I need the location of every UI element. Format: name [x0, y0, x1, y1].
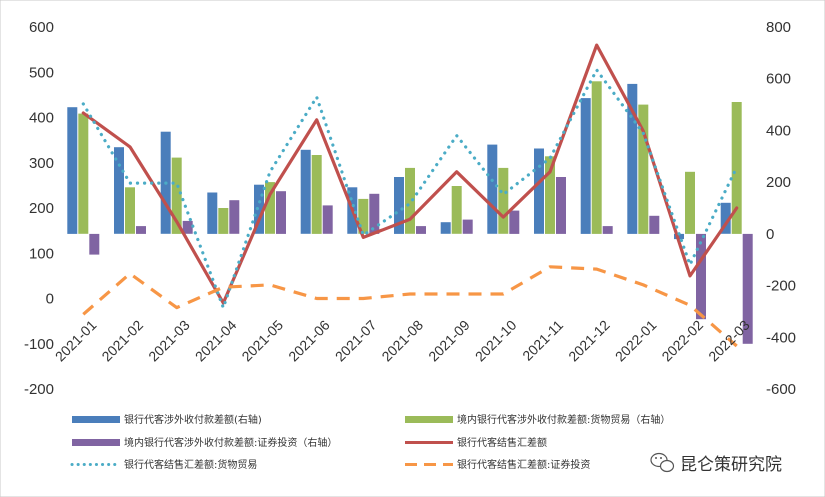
bar [322, 205, 333, 234]
bar [462, 219, 473, 234]
bar [534, 148, 544, 234]
left-tick-label: -100 [24, 336, 54, 353]
bar [498, 167, 509, 234]
watermark-text: 昆仑策研究院 [680, 455, 782, 475]
left-tick-label: 400 [29, 110, 54, 127]
bar [125, 187, 135, 234]
bar [358, 198, 369, 234]
bar [649, 215, 660, 234]
bar [720, 202, 731, 234]
series-line [82, 265, 738, 348]
bar [369, 193, 380, 234]
bar [696, 233, 706, 320]
bar [591, 81, 602, 234]
legend-label: 银行代客涉外收付款差额(右轴) [124, 413, 262, 426]
bar [638, 104, 649, 234]
legend-label: 银行代客结售汇差额:证券投资 [457, 458, 590, 471]
watermark: 昆仑策研究院 [650, 452, 782, 475]
bar [136, 226, 146, 234]
bar [78, 113, 89, 234]
right-tick-label: -600 [766, 381, 796, 398]
bar [405, 167, 415, 234]
bar [394, 177, 404, 234]
bar [229, 200, 240, 234]
bar [440, 222, 451, 234]
right-y-axis: -600 -400 -200 0 200 400 600 800 [766, 19, 796, 398]
left-y-axis: -200 -100 0 100 200 300 400 500 600 [24, 19, 54, 398]
bar [509, 210, 520, 234]
legend-label: 境内银行代客涉外收付款差额:证券投资（右轴） [124, 436, 337, 449]
legend-swatch [72, 439, 120, 446]
bar [254, 184, 264, 234]
right-tick-label: 0 [766, 226, 774, 243]
line-series [81, 43, 739, 348]
bar [300, 149, 311, 234]
bar [742, 233, 753, 344]
bar [556, 177, 566, 234]
legend-swatch [405, 416, 453, 423]
right-tick-label: 600 [766, 71, 791, 88]
left-tick-label: 300 [29, 155, 54, 172]
bar [416, 226, 426, 234]
right-tick-label: 800 [766, 19, 791, 36]
series-line [81, 43, 739, 305]
left-tick-label: 600 [29, 19, 54, 36]
bar [207, 192, 218, 234]
legend-swatch [72, 416, 120, 423]
legend-label: 银行代客结售汇差额 [457, 436, 547, 449]
bar [182, 220, 193, 234]
bar [685, 171, 695, 234]
bar [276, 191, 286, 234]
bar [171, 157, 182, 234]
left-tick-label: 500 [29, 64, 54, 81]
bar [114, 147, 124, 234]
legend: 银行代客涉外收付款差额(右轴) 境内银行代客涉外收付款差额:货物贸易（右轴） 境内银… [70, 413, 670, 471]
right-tick-label: 200 [766, 174, 791, 191]
right-tick-label: -400 [766, 329, 796, 346]
legend-label: 银行代客结售汇差额:货物贸易 [124, 458, 257, 471]
bar [311, 155, 322, 234]
left-tick-label: 100 [29, 245, 54, 262]
bar [674, 233, 684, 240]
wechat-icon [650, 452, 675, 473]
bar [89, 233, 100, 255]
bar [451, 186, 462, 234]
left-tick-label: -200 [24, 381, 54, 398]
bar [602, 226, 613, 234]
bar [580, 98, 591, 234]
bar [731, 102, 742, 234]
bar [627, 83, 638, 234]
bar [545, 156, 555, 234]
right-tick-label: -200 [766, 278, 796, 295]
bar [487, 144, 498, 234]
left-tick-label: 0 [46, 291, 54, 308]
right-tick-label: 400 [766, 122, 791, 139]
legend-label: 境内银行代客涉外收付款差额:货物贸易（右轴） [457, 413, 670, 426]
bar [265, 182, 275, 234]
bar [218, 208, 229, 234]
bar-series [67, 81, 753, 344]
left-tick-label: 200 [29, 200, 54, 217]
bar [67, 107, 78, 234]
